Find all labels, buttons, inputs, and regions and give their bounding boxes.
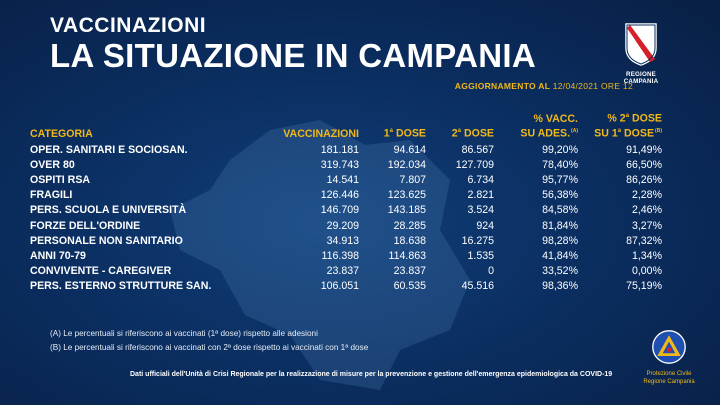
table-row: PERS. SCUOLA E UNIVERSITÀ 146.709 143.185 3… [30, 203, 662, 218]
table-body: OPER. SANITARI E SOCIOSAN. 181.181 94.614 8… [30, 142, 662, 294]
cell-vaccinazioni: 146.709 [320, 204, 359, 217]
cell-pct-vacc: 78,40% [542, 158, 578, 171]
footnotes: (A) Le percentuali si riferiscono ai vac… [50, 327, 368, 355]
cell-dose2: 45.516 [461, 280, 494, 293]
cell-categoria: PERS. SCUOLA E UNIVERSITÀ [30, 204, 187, 217]
cell-dose2: 86.567 [461, 143, 494, 156]
cell-dose2: 3.524 [467, 204, 494, 217]
regione-campania-logo: REGIONE CAMPANIA [608, 18, 674, 88]
cell-categoria: OPER. SANITARI E SOCIOSAN. [30, 143, 188, 156]
update-timestamp: AGGIORNAMENTO AL 12/04/2021 ORE 12 [455, 81, 633, 91]
cell-categoria: PERSONALE NON SANITARIO [30, 234, 183, 247]
cell-pct-dose: 91,49% [626, 143, 662, 156]
page-title: LA SITUAZIONE IN CAMPANIA [50, 37, 536, 74]
cell-categoria: OSPITI RSA [30, 174, 91, 187]
header-pct-vacc: % VACC. SU ADES.(A) [520, 112, 578, 140]
update-prefix: AGGIORNAMENTO AL [454, 81, 551, 91]
cell-pct-dose: 75,19% [626, 280, 662, 293]
cell-dose1: 123.625 [387, 189, 426, 202]
cell-pct-vacc: 95,77% [542, 174, 578, 187]
protezione-civile-icon [652, 330, 686, 364]
cell-vaccinazioni: 126.446 [320, 189, 359, 202]
cell-categoria: PERS. ESTERNO STRUTTURE SAN. [30, 280, 212, 293]
logo-text: REGIONE CAMPANIA [623, 71, 659, 85]
table-row: OSPITI RSA 14.541 7.807 6.734 95,77% 86,26% [30, 172, 662, 187]
cell-dose1: 114.863 [388, 249, 426, 262]
cell-pct-vacc: 99,20% [542, 143, 578, 156]
table-row: PERSONALE NON SANITARIO 34.913 18.638 16.27… [30, 233, 662, 248]
cell-dose2: 16.275 [461, 234, 494, 247]
cell-vaccinazioni: 319.743 [320, 158, 359, 171]
table-row: FRAGILI 126.446 123.625 2.821 56,38% 2,28% [30, 188, 662, 203]
cell-dose1: 143.185 [387, 204, 426, 217]
cell-categoria: CONVIVENTE - CAREGIVER [30, 265, 172, 278]
cell-dose2: 127.709 [455, 158, 494, 171]
cell-pct-dose: 1,34% [631, 249, 662, 262]
header-dose2: 2a DOSE [451, 127, 494, 140]
cell-vaccinazioni: 181.181 [320, 143, 359, 156]
cell-vaccinazioni: 29.209 [326, 219, 359, 232]
cell-dose1: 28.285 [393, 219, 426, 232]
cell-pct-dose: 2,46% [631, 204, 662, 217]
cell-pct-dose: 66,50% [626, 158, 662, 171]
source-note: Dati ufficiali dell'Unità di Crisi Regio… [130, 371, 613, 378]
cell-dose1: 7.807 [399, 174, 426, 187]
cell-categoria: ANNI 70-79 [30, 249, 86, 262]
cell-vaccinazioni: 14.541 [326, 174, 359, 187]
cell-pct-vacc: 41,84% [542, 249, 578, 262]
cell-dose2: 924 [476, 219, 494, 232]
cell-pct-dose: 2,28% [631, 189, 662, 202]
protezione-civile-logo: Protezione Civile Regione Campania [640, 329, 698, 386]
cell-categoria: FRAGILI [30, 189, 73, 202]
cell-dose2: 1.535 [467, 249, 494, 262]
pc-text-line2: Regione Campania [643, 379, 695, 385]
cell-vaccinazioni: 106.051 [320, 280, 359, 293]
cell-categoria: OVER 80 [30, 158, 75, 171]
update-date: 12/04/2021 ORE 12 [552, 81, 633, 91]
cell-pct-vacc: 33,52% [542, 265, 578, 278]
cell-pct-dose: 0,00% [631, 265, 662, 278]
cell-vaccinazioni: 23.837 [326, 265, 359, 278]
pc-text-line1: Protezione Civile [646, 371, 692, 377]
footnote-a: (A) Le percentuali si riferiscono ai vac… [50, 329, 318, 338]
cell-dose2: 2.821 [467, 189, 494, 202]
cell-dose1: 18.638 [393, 234, 426, 247]
header-dose1: 1a DOSE [383, 127, 426, 140]
table-header-row: CATEGORIA VACCINAZIONI 1a DOSE 2a DOSE %… [30, 110, 662, 142]
cell-dose1: 192.034 [387, 158, 426, 171]
table-row: OPER. SANITARI E SOCIOSAN. 181.181 94.614 8… [30, 142, 662, 157]
cell-dose1: 23.837 [393, 265, 426, 278]
cell-vaccinazioni: 34.913 [326, 234, 359, 247]
cell-pct-vacc: 56,38% [542, 189, 578, 202]
table-row: OVER 80 319.743 192.034 127.709 78,40% 66,50% [30, 157, 662, 172]
table-row: FORZE DELL'ORDINE 29.209 28.285 924 81,84% 3,… [30, 218, 662, 233]
cell-pct-vacc: 84,58% [542, 204, 578, 217]
cell-pct-dose: 87,32% [626, 234, 662, 247]
cell-dose2: 0 [488, 265, 494, 278]
header-vaccinazioni: VACCINAZIONI [283, 127, 359, 140]
crest-icon [616, 18, 666, 68]
cell-pct-vacc: 81,84% [542, 219, 578, 232]
cell-pct-dose: 3,27% [631, 219, 662, 232]
footnote-b: (B) Le percentuali si riferiscono ai vac… [50, 343, 369, 352]
vaccination-table: CATEGORIA VACCINAZIONI 1a DOSE 2a DOSE %… [30, 110, 662, 294]
cell-dose1: 60.535 [393, 280, 426, 293]
cell-dose2: 6.734 [467, 174, 494, 187]
cell-pct-vacc: 98,28% [542, 234, 578, 247]
header-kicker: VACCINAZIONI [50, 14, 207, 37]
cell-vaccinazioni: 116.398 [321, 249, 359, 262]
header-categoria: CATEGORIA [30, 127, 93, 140]
campania-map-silhouette [170, 120, 470, 390]
header-pct-dose: % 2a DOSE SU 1a DOSE(B) [594, 112, 662, 140]
cell-pct-dose: 86,26% [626, 174, 662, 187]
table-row: PERS. ESTERNO STRUTTURE SAN. 106.051 60.53… [30, 279, 662, 294]
cell-dose1: 94.614 [393, 143, 426, 156]
table-row: CONVIVENTE - CAREGIVER 23.837 23.837 0 33,52… [30, 264, 662, 279]
cell-categoria: FORZE DELL'ORDINE [30, 219, 141, 232]
cell-pct-vacc: 98,36% [542, 280, 578, 293]
table-row: ANNI 70-79 116.398 114.863 1.535 41,84% 1,34% [30, 248, 662, 263]
